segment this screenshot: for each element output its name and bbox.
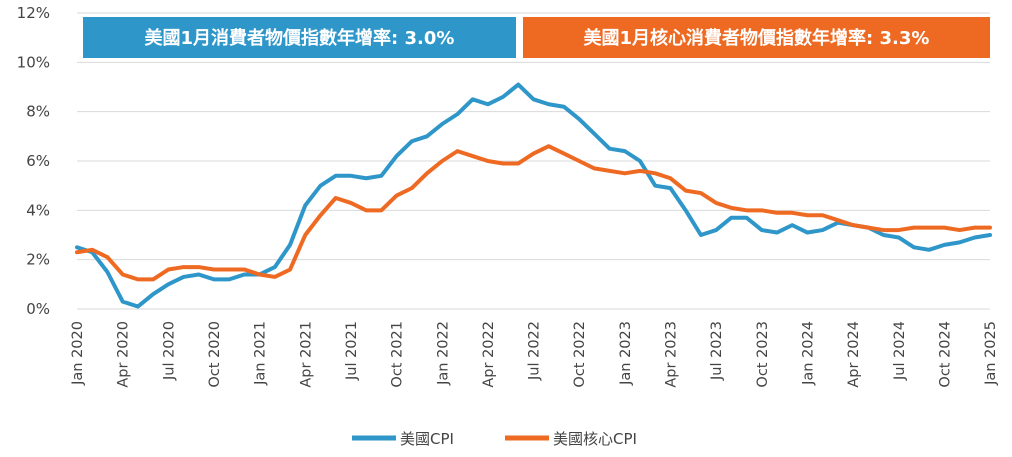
x-tick-label: Jan 2020 [70,321,86,386]
core-banner-text: 美國1月核心消費者物價指數年增率: 3.3% [584,27,930,49]
x-tick-label: Jan 2022 [435,321,451,386]
x-tick-label: Apr 2020 [116,321,132,388]
x-tick-label: Oct 2022 [572,321,588,388]
y-tick-label: 0% [26,300,50,318]
series-line-core-cpi [75,144,992,282]
x-tick-label: Apr 2023 [664,321,680,388]
cpi-banner-box [83,17,516,58]
y-axis-ticks: 0% 2% 4% 6% 8% 10% 12% [17,4,50,318]
core-banner: 美國1月核心消費者物價指數年增率: 3.3% [523,17,990,58]
cpi-banner: 美國1月消費者物價指數年增率: 3.0% [83,17,516,58]
x-tick-label: Jul 2023 [709,321,725,381]
x-tick-label: Jan 2025 [983,321,999,386]
x-tick-label: Jan 2024 [800,321,816,386]
x-tick-label: Oct 2020 [207,321,223,388]
legend: 美國CPI 美國核心CPI [352,430,637,448]
x-tick-label: Jul 2020 [161,321,177,381]
x-tick-label: Jul 2024 [892,321,908,381]
x-tick-label: Jan 2023 [618,321,634,386]
x-tick-label: Oct 2023 [755,321,771,388]
x-tick-label: Apr 2021 [298,321,314,388]
y-tick-label: 6% [26,152,50,170]
x-tick-label: Oct 2021 [390,321,406,388]
core-banner-box [523,17,990,58]
legend-label-core: 美國核心CPI [553,430,637,448]
x-tick-label: Jan 2021 [253,321,269,386]
series-line-cpi [75,82,992,309]
y-tick-label: 12% [17,4,50,22]
y-tick-label: 4% [26,201,50,219]
x-axis-ticks: Jan 2020 Apr 2020 Jul 2020 Oct 2020 Jan 2021… [70,321,999,388]
legend-label-cpi: 美國CPI [400,430,454,448]
x-tick-label: Jul 2022 [527,321,543,381]
y-tick-label: 2% [26,251,50,269]
x-tick-label: Apr 2024 [846,321,862,388]
x-tick-label: Jul 2021 [344,321,360,381]
x-tick-label: Apr 2022 [481,321,497,388]
y-tick-label: 8% [26,103,50,121]
y-tick-label: 10% [17,53,50,71]
cpi-banner-text: 美國1月消費者物價指數年增率: 3.0% [145,27,455,49]
x-tick-label: Oct 2024 [937,321,953,388]
series-lines [75,82,992,309]
grid-lines [77,12,990,310]
